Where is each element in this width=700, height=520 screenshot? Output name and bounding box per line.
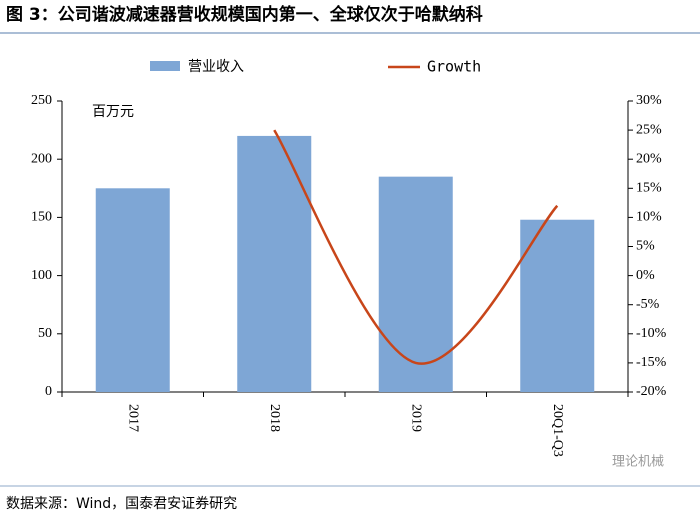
legend-label: Growth	[427, 58, 481, 76]
y-tick-label: 50	[38, 326, 52, 341]
y-tick-label: 0	[45, 384, 52, 399]
bar	[378, 176, 453, 392]
y-tick-label: 200	[31, 151, 52, 166]
growth-line	[273, 129, 559, 365]
legend-swatch	[150, 61, 180, 71]
bar	[95, 188, 170, 392]
bar	[520, 219, 595, 392]
y2-tick-label: -10%	[636, 326, 667, 341]
y2-tick-label: 15%	[636, 181, 662, 196]
unit-label: 百万元	[92, 104, 134, 120]
x-tick-label: 2017	[126, 404, 141, 432]
y2-tick-label: -5%	[636, 297, 660, 312]
watermark: 理论机械	[612, 455, 664, 470]
x-tick-label: 20Q1-Q3	[550, 404, 565, 457]
y2-tick-label: 20%	[636, 151, 662, 166]
y2-tick-label: 25%	[636, 122, 662, 137]
y2-tick-label: -20%	[636, 384, 667, 399]
y-tick-label: 150	[31, 210, 52, 225]
y-tick-label: 100	[31, 268, 52, 283]
y2-tick-label: -15%	[636, 355, 667, 370]
x-tick-label: 2019	[409, 404, 424, 432]
bar	[237, 135, 312, 393]
x-tick-label: 2018	[267, 404, 282, 432]
legend-label: 营业收入	[188, 59, 244, 75]
y2-tick-label: 0%	[636, 268, 655, 283]
y2-tick-label: 10%	[636, 210, 662, 225]
chart-title: 图 3：公司谐波减速器营收规模国内第一、全球仅次于哈默纳科	[6, 4, 483, 25]
y2-tick-label: 5%	[636, 239, 655, 254]
y-tick-label: 250	[31, 93, 52, 108]
source: 数据来源：Wind，国泰君安证券研究	[6, 496, 237, 512]
y2-tick-label: 30%	[636, 93, 662, 108]
